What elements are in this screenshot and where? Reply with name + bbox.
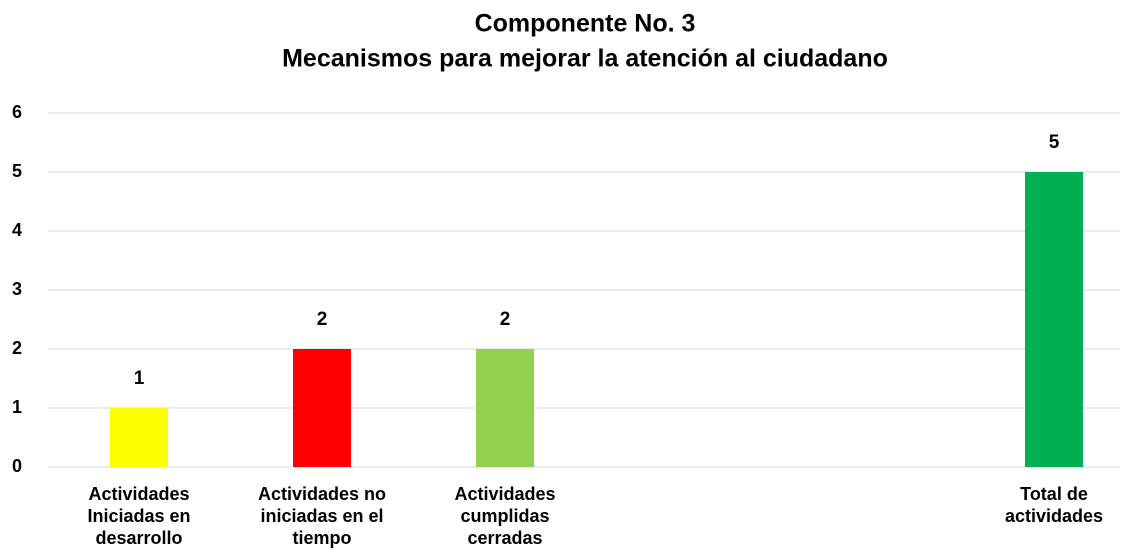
x-tick-label: Actividades no iniciadas en el tiempo xyxy=(257,484,387,548)
y-tick-label: 1 xyxy=(12,397,22,417)
data-label: 5 xyxy=(1049,132,1060,153)
bar xyxy=(1025,172,1083,467)
y-tick-label: 4 xyxy=(12,220,22,240)
y-tick-label: 3 xyxy=(12,279,22,299)
x-tick-label: Actividades Iniciadas en desarrollo xyxy=(87,484,191,548)
data-label: 1 xyxy=(134,368,145,389)
chart-title: Mecanismos para mejorar la atención al c… xyxy=(282,45,888,73)
y-tick-label: 6 xyxy=(12,102,22,122)
bar xyxy=(293,349,351,467)
x-tick-label: Total de actividades xyxy=(1004,484,1104,526)
y-tick-label: 5 xyxy=(12,161,22,181)
bar xyxy=(476,349,534,467)
chart-title: Componente No. 3 xyxy=(475,10,696,38)
data-label: 2 xyxy=(500,309,511,330)
x-tick-label: Actividades cumplidas cerradas xyxy=(454,484,556,548)
y-tick-label: 0 xyxy=(12,456,22,476)
bar xyxy=(110,408,168,467)
data-label: 2 xyxy=(317,309,328,330)
y-tick-label: 2 xyxy=(12,338,22,358)
